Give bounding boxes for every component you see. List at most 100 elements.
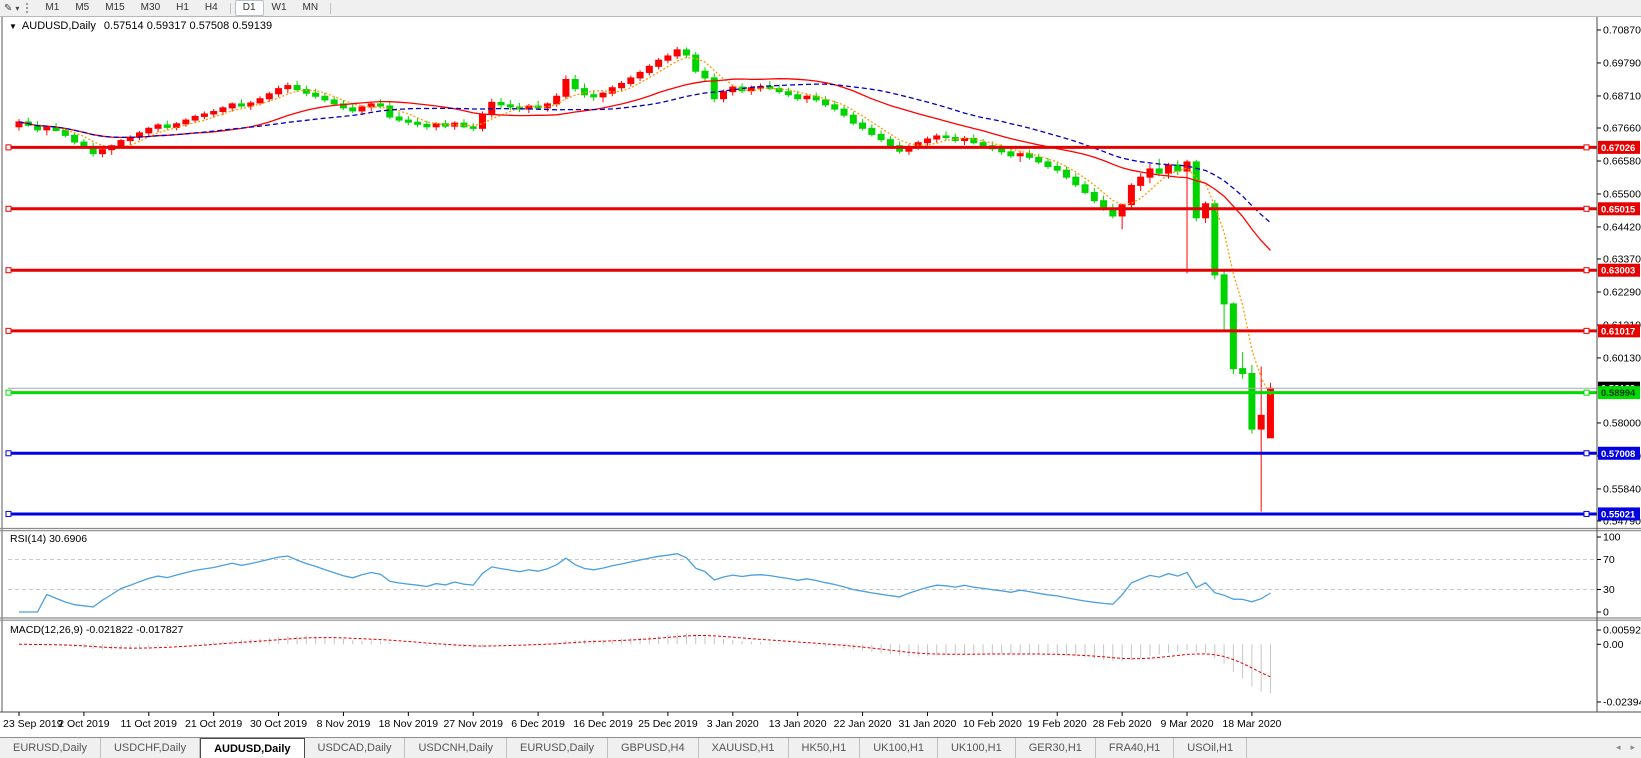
- svg-text:8 Nov 2019: 8 Nov 2019: [317, 718, 371, 730]
- svg-text:25 Dec 2019: 25 Dec 2019: [638, 718, 698, 730]
- svg-text:0.57008: 0.57008: [1601, 449, 1635, 460]
- svg-text:0.00: 0.00: [1603, 639, 1624, 651]
- svg-text:21 Oct 2019: 21 Oct 2019: [185, 718, 242, 730]
- ohlc-values: 0.57514 0.59317 0.57508 0.59139: [103, 20, 273, 32]
- hline-0.57008[interactable]: [5, 450, 1597, 457]
- timeframe-button-h4[interactable]: H4: [204, 2, 218, 13]
- svg-text:3 Jan 2020: 3 Jan 2020: [707, 718, 759, 730]
- tab-fra40-h1[interactable]: FRA40,H1: [1096, 738, 1175, 758]
- svg-text:16 Dec 2019: 16 Dec 2019: [573, 718, 633, 730]
- svg-text:0.65015: 0.65015: [1601, 204, 1636, 215]
- timeframe-button-m1[interactable]: M1: [45, 2, 60, 13]
- tab-xauusd-h1[interactable]: XAUUSD,H1: [699, 738, 789, 758]
- svg-text:22 Jan 2020: 22 Jan 2020: [834, 718, 892, 730]
- hline-0.55021[interactable]: [5, 510, 1597, 517]
- svg-text:28 Feb 2020: 28 Feb 2020: [1093, 718, 1152, 730]
- svg-text:0.63003: 0.63003: [1601, 266, 1635, 277]
- rsi-pane: 100 70 30 0 RSI(14) 30.6906: [8, 532, 1621, 619]
- tab-ger30-h1[interactable]: GER30,H1: [1016, 738, 1096, 758]
- svg-text:0.005923: 0.005923: [1603, 625, 1641, 637]
- toolbar-divider: [229, 2, 231, 14]
- candles-layer: [15, 46, 1274, 512]
- chart-title: ▼ AUDUSD,Daily 0.57514 0.59317 0.57508 0.5…: [9, 20, 272, 32]
- svg-text:0.65500: 0.65500: [1603, 188, 1641, 200]
- tab-usdcnh-daily[interactable]: USDCNH,Daily: [405, 738, 508, 758]
- symbol-dropdown-icon[interactable]: ▼: [9, 22, 17, 31]
- hline-0.67026[interactable]: [5, 144, 1597, 151]
- svg-text:2 Oct 2019: 2 Oct 2019: [58, 718, 110, 730]
- svg-text:31 Jan 2020: 31 Jan 2020: [899, 718, 957, 730]
- svg-text:100: 100: [1603, 532, 1621, 544]
- svg-text:13 Jan 2020: 13 Jan 2020: [769, 718, 827, 730]
- tab-scroll-left-icon[interactable]: ◂: [1615, 742, 1621, 752]
- timeframe-button-m30[interactable]: M30: [140, 2, 161, 13]
- pencil-icon[interactable]: ✎: [4, 2, 13, 14]
- tab-usoil-h1[interactable]: USOil,H1: [1174, 738, 1248, 758]
- svg-text:18 Mar 2020: 18 Mar 2020: [1222, 718, 1281, 730]
- svg-text:18 Nov 2019: 18 Nov 2019: [379, 718, 439, 730]
- svg-text:0.58000: 0.58000: [1603, 417, 1641, 429]
- tab-eurusd-daily[interactable]: EURUSD,Daily: [507, 738, 608, 758]
- timeframe-button-m5[interactable]: M5: [75, 2, 90, 13]
- rsi-label: RSI(14) 30.6906: [10, 533, 87, 545]
- tab-uk100-h1[interactable]: UK100,H1: [860, 738, 938, 758]
- macd-signal-line: [19, 635, 1271, 678]
- timeframe-toolbar: ✎ ▾ M1 M5 M15 M30 H1 H4 D1 W1 MN: [0, 0, 1641, 17]
- svg-text:0.55840: 0.55840: [1603, 483, 1641, 495]
- svg-text:0.70870: 0.70870: [1603, 25, 1641, 37]
- svg-text:0: 0: [1603, 607, 1609, 619]
- tab-hk50-h1[interactable]: HK50,H1: [789, 738, 861, 758]
- symbol-tab-bar: EURUSD,Daily USDCHF,Daily AUDUSD,Daily USDC…: [0, 737, 1641, 758]
- tab-audusd-daily[interactable]: AUDUSD,Daily: [200, 738, 305, 758]
- tab-usdcad-daily[interactable]: USDCAD,Daily: [305, 738, 406, 758]
- svg-text:19 Feb 2020: 19 Feb 2020: [1028, 718, 1087, 730]
- svg-text:0.66580: 0.66580: [1603, 155, 1641, 167]
- svg-text:9 Mar 2020: 9 Mar 2020: [1160, 718, 1213, 730]
- svg-text:0.60130: 0.60130: [1603, 352, 1641, 364]
- timeframe-button-w1[interactable]: W1: [271, 2, 287, 13]
- macd-histogram: [27, 633, 1271, 694]
- svg-text:6 Dec 2019: 6 Dec 2019: [511, 718, 565, 730]
- moving-averages-layer: [18, 56, 1272, 396]
- svg-text:0.55021: 0.55021: [1601, 509, 1636, 520]
- svg-text:30 Oct 2019: 30 Oct 2019: [250, 718, 307, 730]
- timeframe-button-m15[interactable]: M15: [105, 2, 125, 13]
- svg-text:0.62290: 0.62290: [1603, 286, 1641, 298]
- svg-text:0.58994: 0.58994: [1601, 388, 1636, 399]
- svg-text:0.61017: 0.61017: [1601, 326, 1635, 337]
- tab-scroll-right-icon[interactable]: ▸: [1630, 742, 1635, 752]
- tab-usdchf-daily[interactable]: USDCHF,Daily: [101, 738, 201, 758]
- tab-nav: ◂ ▸: [1616, 742, 1635, 752]
- timeframe-button-mn[interactable]: MN: [302, 2, 319, 13]
- caret-down-icon[interactable]: ▾: [15, 3, 20, 13]
- svg-text:30: 30: [1603, 584, 1615, 596]
- svg-text:0.69790: 0.69790: [1603, 57, 1641, 69]
- svg-text:10 Feb 2020: 10 Feb 2020: [963, 718, 1022, 730]
- hline-0.58994[interactable]: [5, 389, 1597, 396]
- timeframe-button-h1[interactable]: H1: [176, 2, 189, 13]
- macd-pane: 0.005923 0.00 -0.023944 MACD(12,26,9) -0.02…: [10, 624, 1641, 708]
- svg-text:23 Sep 2019: 23 Sep 2019: [3, 718, 63, 730]
- tab-uk100-h1[interactable]: UK100,H1: [938, 738, 1016, 758]
- hline-0.63003[interactable]: [5, 267, 1597, 274]
- toolbar-divider: [330, 2, 332, 14]
- axis-price-tags: 0.591390.670260.650150.630030.610170.589…: [1598, 140, 1640, 521]
- hline-0.61017[interactable]: [5, 327, 1597, 334]
- svg-text:27 Nov 2019: 27 Nov 2019: [443, 718, 503, 730]
- macd-label: MACD(12,26,9) -0.021822 -0.017827: [10, 624, 184, 636]
- tab-gbpusd-h4[interactable]: GBPUSD,H4: [608, 738, 699, 758]
- svg-text:0.63370: 0.63370: [1603, 254, 1641, 266]
- tab-eurusd-daily[interactable]: EURUSD,Daily: [0, 738, 101, 758]
- hline-objects-layer: [5, 144, 1597, 517]
- svg-text:11 Oct 2019: 11 Oct 2019: [121, 718, 178, 730]
- svg-text:0.64420: 0.64420: [1603, 221, 1641, 233]
- toolbar-grip-handle[interactable]: [26, 3, 31, 13]
- hline-0.65015[interactable]: [5, 205, 1597, 212]
- svg-text:-0.023944: -0.023944: [1603, 696, 1641, 708]
- timeframe-button-d1[interactable]: D1: [234, 0, 264, 16]
- svg-text:0.68710: 0.68710: [1603, 90, 1641, 102]
- rsi-line: [19, 553, 1271, 613]
- chart-canvas[interactable]: 0.70870 0.69790 0.68710 0.67660 0.66580 0.655…: [0, 17, 1641, 737]
- svg-text:0.67660: 0.67660: [1603, 123, 1641, 135]
